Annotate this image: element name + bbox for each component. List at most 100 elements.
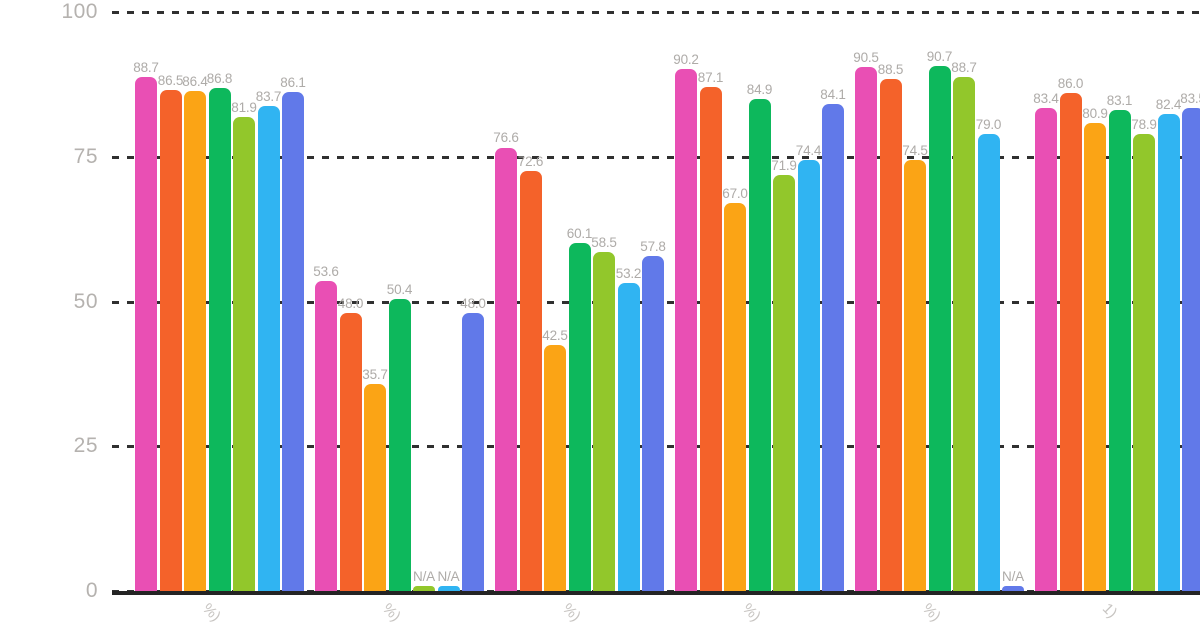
bar-amber-group4[interactable]: [724, 203, 746, 591]
bar-group-3: [495, 0, 664, 591]
value-label: 88.5: [877, 61, 904, 77]
x-tick-label-5: %): [918, 600, 944, 624]
value-label: 83.1: [1106, 92, 1133, 108]
bar-vermilion-group5[interactable]: [879, 78, 902, 591]
value-label: 35.7: [362, 367, 388, 383]
value-label: 86.1: [280, 75, 306, 91]
bar-blue-group1[interactable]: [282, 92, 304, 591]
bar-green-group3[interactable]: [568, 243, 591, 591]
gridline-75: [112, 155, 1200, 159]
bar-group-5: [855, 0, 1024, 591]
bar-green-group6[interactable]: [1108, 109, 1131, 591]
value-label: 83.7: [255, 89, 282, 105]
value-label: 48.0: [460, 296, 486, 312]
bar-pink-group5[interactable]: [855, 67, 877, 591]
x-tick-label-4: %): [738, 600, 764, 624]
bar-blue-group2[interactable]: [462, 313, 484, 591]
gridline-100: [112, 11, 1200, 14]
value-label: 72.6: [517, 153, 544, 169]
value-label: 87.1: [697, 69, 724, 85]
x-tick-label-6: 1): [1098, 600, 1120, 622]
bar-sky-group2[interactable]: [437, 586, 460, 591]
bar-pink-group2[interactable]: [315, 280, 337, 591]
bar-vermilion-group1[interactable]: [159, 90, 182, 591]
value-label: N/A: [437, 569, 460, 584]
y-tick-label-0: 0: [85, 579, 98, 602]
value-label: 53.6: [313, 263, 339, 279]
y-tick-label-50: 50: [73, 289, 98, 313]
bar-green-group1[interactable]: [208, 88, 231, 591]
bar-vermilion-group3[interactable]: [519, 170, 542, 591]
x-axis-line: [112, 591, 1200, 595]
bar-sky-group1[interactable]: [257, 106, 280, 591]
bar-lime-group1[interactable]: [233, 116, 255, 591]
bar-vermilion-group6[interactable]: [1059, 93, 1082, 591]
bar-green-group2[interactable]: [388, 299, 411, 591]
value-label: 57.8: [640, 239, 666, 255]
bar-lime-group6[interactable]: [1133, 134, 1155, 591]
x-tick-label-1: %): [198, 600, 224, 624]
value-label: 83.4: [1033, 91, 1059, 107]
value-label: 84.1: [820, 87, 846, 103]
bar-amber-group1[interactable]: [184, 90, 206, 591]
value-label: 74.5: [902, 142, 928, 158]
bar-blue-group4[interactable]: [822, 104, 844, 591]
value-label: 90.5: [853, 50, 879, 65]
value-label: 79.0: [975, 116, 1002, 132]
bar-group-1: [135, 0, 304, 591]
value-label: 88.7: [951, 60, 977, 76]
value-label: 86.8: [206, 71, 233, 87]
bar-sky-group5[interactable]: [977, 133, 1000, 591]
bar-lime-group2[interactable]: [413, 586, 435, 591]
bar-pink-group1[interactable]: [135, 77, 157, 591]
bar-amber-group2[interactable]: [364, 384, 386, 591]
value-label: 84.9: [746, 82, 773, 98]
bar-pink-group3[interactable]: [495, 147, 517, 591]
value-label: 60.1: [566, 226, 593, 242]
value-label: 83.5: [1180, 90, 1200, 106]
value-label: 81.9: [231, 99, 257, 115]
bar-group-2: [315, 0, 484, 591]
bar-amber-group6[interactable]: [1084, 122, 1106, 591]
bar-green-group5[interactable]: [928, 65, 951, 591]
x-tick-label-2: %): [378, 600, 404, 624]
bar-pink-group4[interactable]: [675, 68, 697, 591]
bar-blue-group6[interactable]: [1182, 107, 1200, 591]
value-label: 58.5: [591, 235, 617, 251]
value-label: 48.0: [337, 296, 364, 312]
bar-pink-group6[interactable]: [1035, 108, 1057, 591]
value-label: 67.0: [722, 186, 748, 202]
bar-vermilion-group4[interactable]: [699, 86, 722, 591]
bar-lime-group3[interactable]: [593, 252, 615, 591]
value-label: 78.9: [1131, 117, 1157, 133]
bar-sky-group6[interactable]: [1157, 113, 1180, 591]
bar-vermilion-group2[interactable]: [339, 313, 362, 591]
value-label: 88.7: [133, 60, 159, 76]
bar-group-6: [1035, 0, 1200, 591]
value-label: 53.2: [615, 265, 642, 281]
value-label: 80.9: [1082, 105, 1108, 121]
value-label: 86.5: [157, 73, 184, 89]
bar-green-group4[interactable]: [748, 99, 771, 591]
value-label: N/A: [1002, 569, 1024, 584]
y-tick-label-25: 25: [73, 434, 98, 458]
value-label: 90.7: [926, 48, 953, 64]
bar-group-4: [675, 0, 844, 591]
value-label: 76.6: [493, 130, 519, 146]
bar-blue-group3[interactable]: [642, 256, 664, 591]
value-label: 86.0: [1057, 76, 1084, 92]
bar-blue-group5[interactable]: [1002, 586, 1024, 591]
bar-lime-group5[interactable]: [953, 77, 975, 591]
y-tick-label-100: 100: [61, 0, 98, 23]
value-label: 82.4: [1155, 96, 1182, 112]
bar-amber-group5[interactable]: [904, 159, 926, 591]
bar-lime-group4[interactable]: [773, 174, 795, 591]
bar-amber-group3[interactable]: [544, 344, 566, 591]
bar-sky-group3[interactable]: [617, 282, 640, 591]
value-label: 86.4: [182, 73, 208, 89]
value-label: N/A: [413, 569, 435, 584]
value-label: 50.4: [386, 282, 413, 298]
value-label: 74.4: [795, 143, 822, 159]
bar-sky-group4[interactable]: [797, 160, 820, 591]
